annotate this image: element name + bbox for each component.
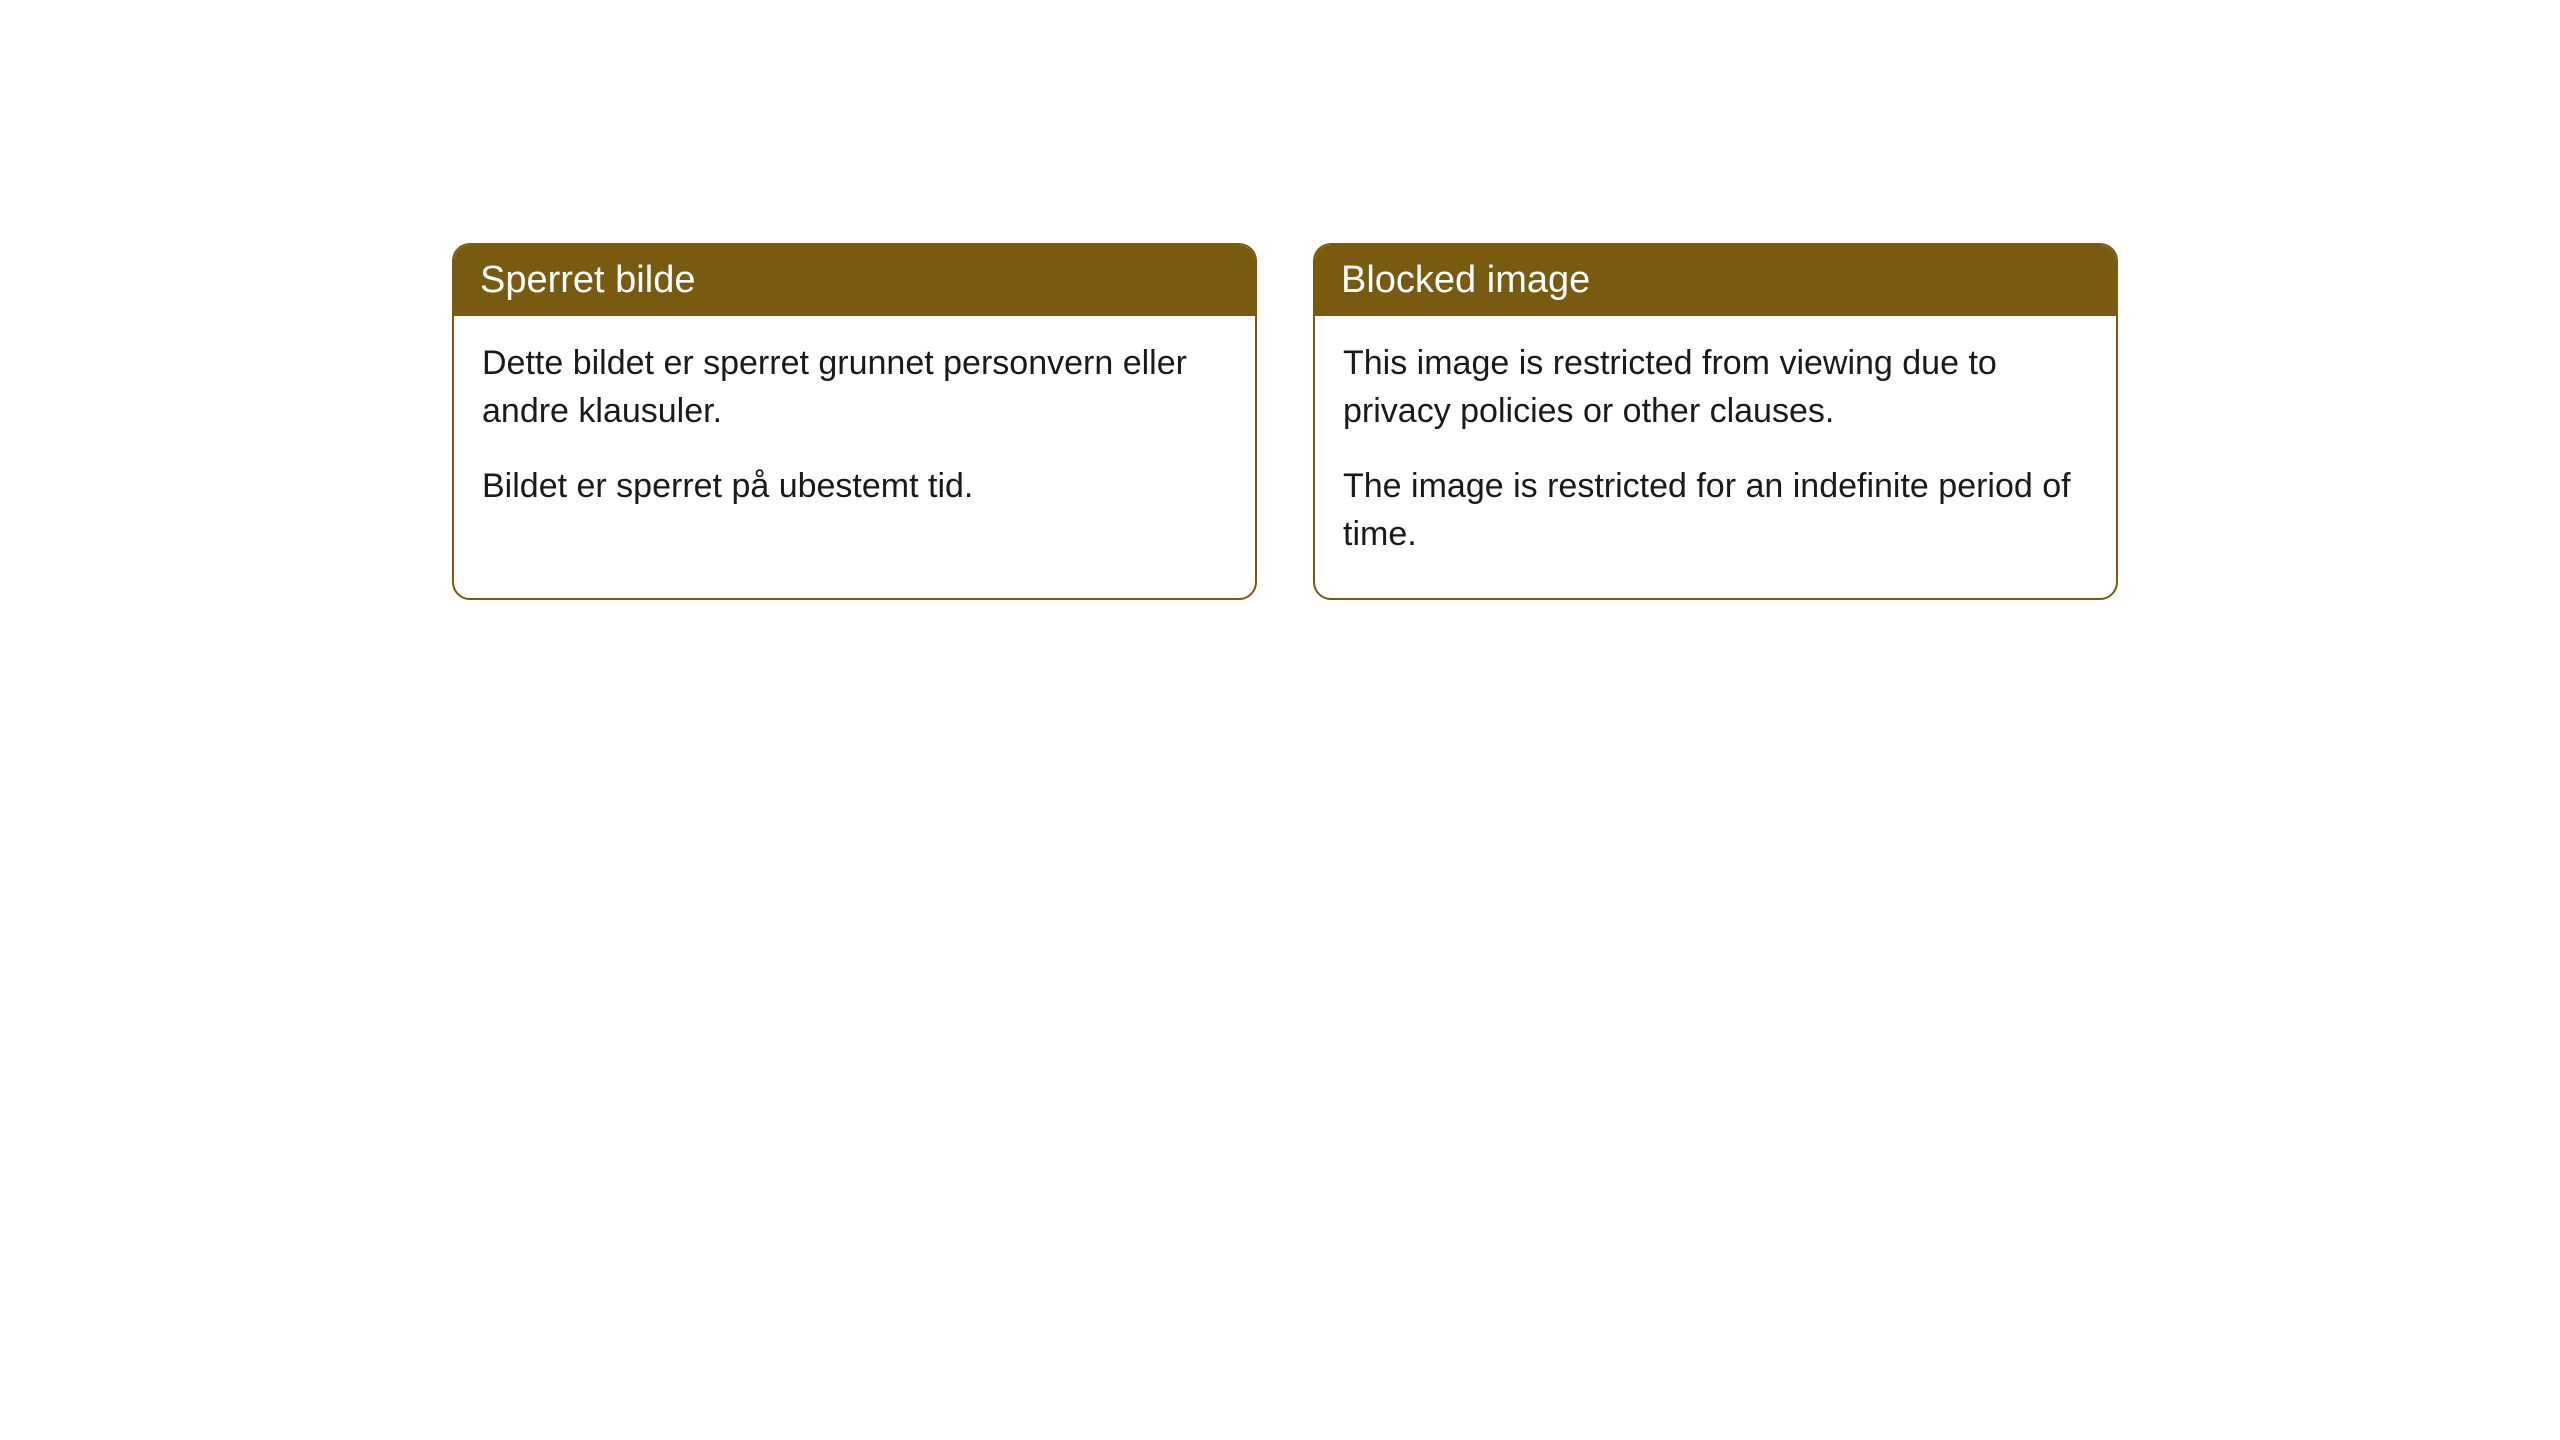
card-text-norwegian-1: Dette bildet er sperret grunnet personve…	[482, 340, 1227, 435]
card-body-english: This image is restricted from viewing du…	[1315, 316, 2116, 598]
card-english: Blocked image This image is restricted f…	[1313, 243, 2118, 600]
card-norwegian: Sperret bilde Dette bildet er sperret gr…	[452, 243, 1257, 600]
card-body-norwegian: Dette bildet er sperret grunnet personve…	[454, 316, 1255, 551]
card-text-english-2: The image is restricted for an indefinit…	[1343, 463, 2088, 558]
card-text-english-1: This image is restricted from viewing du…	[1343, 340, 2088, 435]
card-header-english: Blocked image	[1315, 245, 2116, 316]
card-header-norwegian: Sperret bilde	[454, 245, 1255, 316]
card-text-norwegian-2: Bildet er sperret på ubestemt tid.	[482, 463, 1227, 511]
cards-container: Sperret bilde Dette bildet er sperret gr…	[0, 0, 2560, 600]
